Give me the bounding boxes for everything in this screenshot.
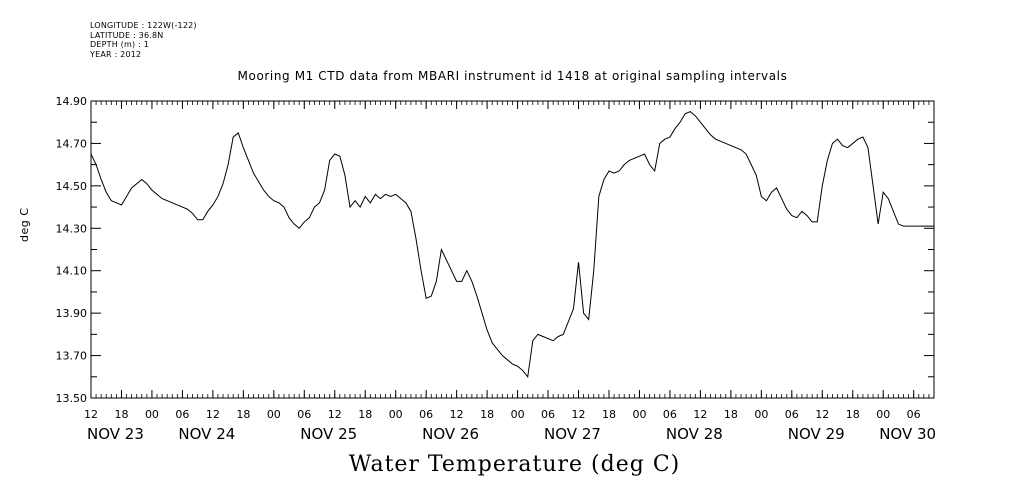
x-day-label: NOV 24 <box>178 425 235 443</box>
x-tick-label: 18 <box>114 408 128 421</box>
metadata-block: LONGITUDE : 122W(-122) LATITUDE : 36.8N … <box>90 21 197 59</box>
x-tick-label: 18 <box>236 408 250 421</box>
x-tick-label: 12 <box>815 408 829 421</box>
x-tick-label: 06 <box>297 408 311 421</box>
x-tick-label: 18 <box>602 408 616 421</box>
y-tick-label: 14.50 <box>56 180 88 193</box>
x-day-label: NOV 30 <box>879 425 936 443</box>
chart-title: Mooring M1 CTD data from MBARI instrumen… <box>237 69 788 83</box>
x-tick-label: 06 <box>175 408 189 421</box>
x-tick-label: 00 <box>267 408 281 421</box>
x-axis-title: Water Temperature (deg C) <box>348 452 681 477</box>
meta-depth: DEPTH (m) : 1 <box>90 40 149 49</box>
x-tick-label: 12 <box>572 408 586 421</box>
x-day-label: NOV 27 <box>544 425 601 443</box>
y-tick-label: 13.50 <box>56 392 88 405</box>
x-tick-label: 18 <box>358 408 372 421</box>
x-tick-label: 12 <box>693 408 707 421</box>
x-day-label: NOV 26 <box>422 425 479 443</box>
x-tick-label: 06 <box>663 408 677 421</box>
meta-year: YEAR : 2012 <box>90 49 142 59</box>
x-tick-label: 18 <box>480 408 494 421</box>
y-tick-label: 13.90 <box>56 307 88 320</box>
x-tick-label: 06 <box>419 408 433 421</box>
plot-frame <box>90 100 935 399</box>
x-tick-label: 12 <box>206 408 220 421</box>
meta-latitude: LATITUDE : 36.8N <box>90 30 164 40</box>
x-day-label: NOV 29 <box>788 425 845 443</box>
x-tick-label: 00 <box>511 408 525 421</box>
x-tick-label: 00 <box>754 408 768 421</box>
temperature-series-line <box>90 111 934 379</box>
y-tick-label: 13.70 <box>56 350 88 363</box>
x-tick-label: 06 <box>907 408 921 421</box>
x-day-label: NOV 23 <box>87 425 144 443</box>
x-tick-label: 12 <box>450 408 464 421</box>
x-tick-label: 06 <box>785 408 799 421</box>
y-tick-label: 14.90 <box>56 95 88 108</box>
meta-longitude: LONGITUDE : 122W(-122) <box>90 21 197 30</box>
y-tick-label: 14.70 <box>56 137 88 150</box>
x-day-label: NOV 25 <box>300 425 357 443</box>
x-day-label: NOV 28 <box>666 425 723 443</box>
y-tick-label: 14.30 <box>56 222 88 235</box>
x-tick-label: 00 <box>145 408 159 421</box>
y-tick-label: 14.10 <box>56 265 88 278</box>
x-tick-label: 00 <box>389 408 403 421</box>
y-axis-label: deg C <box>18 207 31 242</box>
x-tick-label: 00 <box>632 408 646 421</box>
x-tick-label: 18 <box>846 408 860 421</box>
x-tick-label: 12 <box>328 408 342 421</box>
x-tick-label: 18 <box>724 408 738 421</box>
x-tick-label: 00 <box>876 408 890 421</box>
x-tick-label: 12 <box>84 408 98 421</box>
x-tick-label: 06 <box>541 408 555 421</box>
